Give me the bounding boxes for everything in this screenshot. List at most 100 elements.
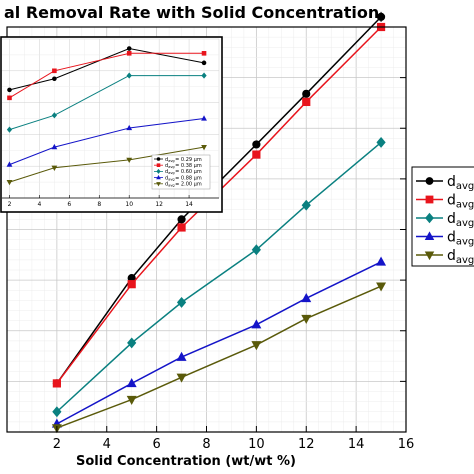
inset-x-tick-label: 6: [67, 201, 71, 208]
inset-data-point: [126, 72, 132, 79]
inset-data-point: [52, 68, 57, 74]
inset-data-point: [51, 165, 58, 171]
inset-data-point: [6, 126, 13, 133]
legend-label: davg: [447, 211, 474, 229]
inset-legend-entry: davg= 0.88 µm: [154, 174, 202, 181]
inset-x-tick-label: 4: [37, 201, 41, 208]
inset-x-tick-label: 12: [155, 201, 163, 208]
inset-legend-entry: davg= 0.38 µm: [154, 163, 202, 169]
data-point: [176, 296, 187, 308]
x-tick-label: 12: [298, 437, 315, 452]
inset-legend-label: davg= 0.29 µm: [165, 157, 202, 163]
inset-x-tick-label: 8: [97, 201, 101, 208]
data-point: [302, 97, 311, 107]
inset-legend-marker: [156, 157, 161, 161]
inset-legend-label: davg= 2.00 µm: [165, 182, 202, 188]
legend-label: davg: [447, 248, 474, 266]
inset-data-point: [126, 46, 132, 51]
data-point: [126, 395, 137, 405]
inset-series-line: [9, 52, 205, 99]
inset-legend-entry: davg= 0.60 µm: [154, 168, 202, 175]
inset-data-point: [52, 76, 57, 82]
inset-legend-marker: [156, 168, 161, 174]
data-point: [52, 379, 61, 388]
legend-entry: davg: [416, 211, 474, 229]
inset-data-point: [7, 95, 12, 101]
inset-data-point: [7, 87, 12, 93]
data-point: [127, 337, 137, 349]
inset-data-point: [126, 51, 132, 56]
series-line: [56, 141, 382, 413]
data-point: [301, 292, 312, 303]
inset-series-2: [6, 72, 207, 133]
chart-title: al Removal Rate with Solid Concentration: [4, 3, 379, 22]
inset-legend-box: [151, 154, 211, 190]
inset-x-tick-label: 2: [8, 201, 12, 208]
inset-data-point: [126, 157, 133, 164]
series-3: [51, 256, 387, 428]
inset-data-point: [201, 72, 207, 79]
legend-marker: [424, 231, 435, 241]
data-point: [251, 319, 262, 329]
legend-entry: davg: [416, 248, 474, 266]
inset-legend-label: davg= 0.38 µm: [165, 163, 202, 169]
data-point: [177, 223, 186, 232]
inset-series-4: [6, 145, 207, 186]
inset-series-line: [9, 75, 205, 131]
legend-box: [411, 166, 474, 267]
inset-data-point: [201, 115, 207, 121]
data-point: [376, 256, 387, 266]
data-point: [376, 282, 387, 292]
data-point: [176, 351, 187, 361]
legend-entry: davg: [416, 174, 474, 192]
inset-data-point: [6, 161, 13, 167]
data-point: [52, 406, 62, 418]
inset-legend-entry: davg= 2.00 µm: [154, 182, 202, 188]
inset-series-3: [6, 115, 207, 167]
inset-legend-label: davg= 0.60 µm: [165, 169, 202, 175]
data-point: [301, 314, 312, 324]
inset-series-line: [9, 118, 205, 166]
series-line: [56, 285, 382, 429]
data-point: [301, 199, 311, 211]
legend-marker: [424, 251, 435, 261]
inset-data-point: [201, 145, 207, 151]
inset-legend-marker: [156, 182, 161, 187]
legend-marker: [425, 177, 434, 185]
legend-label: davg: [447, 174, 474, 192]
x-tick-label: 10: [248, 437, 265, 452]
inset-legend-entry: davg= 0.29 µm: [154, 157, 202, 163]
data-point: [376, 136, 386, 148]
legend-label: davg: [447, 230, 474, 248]
data-point: [251, 244, 261, 256]
data-point: [176, 373, 187, 383]
data-point: [252, 140, 261, 149]
inset-data-point: [51, 112, 58, 119]
series-line: [56, 261, 382, 425]
legend-label: davg: [447, 193, 474, 211]
inset-data-point: [51, 143, 58, 150]
inset-legend-marker: [156, 174, 161, 180]
inset-data-point: [126, 124, 133, 131]
data-point: [126, 378, 137, 388]
inset-legend-marker: [156, 163, 161, 167]
inset-data-point: [201, 51, 207, 56]
legend-entry: davg: [416, 193, 474, 211]
inset-x-tick-label: 14: [185, 201, 193, 208]
inset-legend-label: davg= 0.88 µm: [165, 175, 202, 181]
legend-marker: [425, 212, 434, 224]
inset-data-point: [6, 179, 13, 186]
inset-series-line: [9, 146, 205, 183]
legend-entry: davg: [416, 230, 474, 248]
inset-x-tick-label: 10: [125, 201, 133, 208]
series-2: [52, 136, 386, 418]
data-point: [251, 341, 262, 351]
x-tick-label: 8: [202, 437, 210, 452]
data-point: [177, 215, 186, 224]
data-point: [302, 89, 311, 98]
legend-marker: [425, 195, 434, 204]
